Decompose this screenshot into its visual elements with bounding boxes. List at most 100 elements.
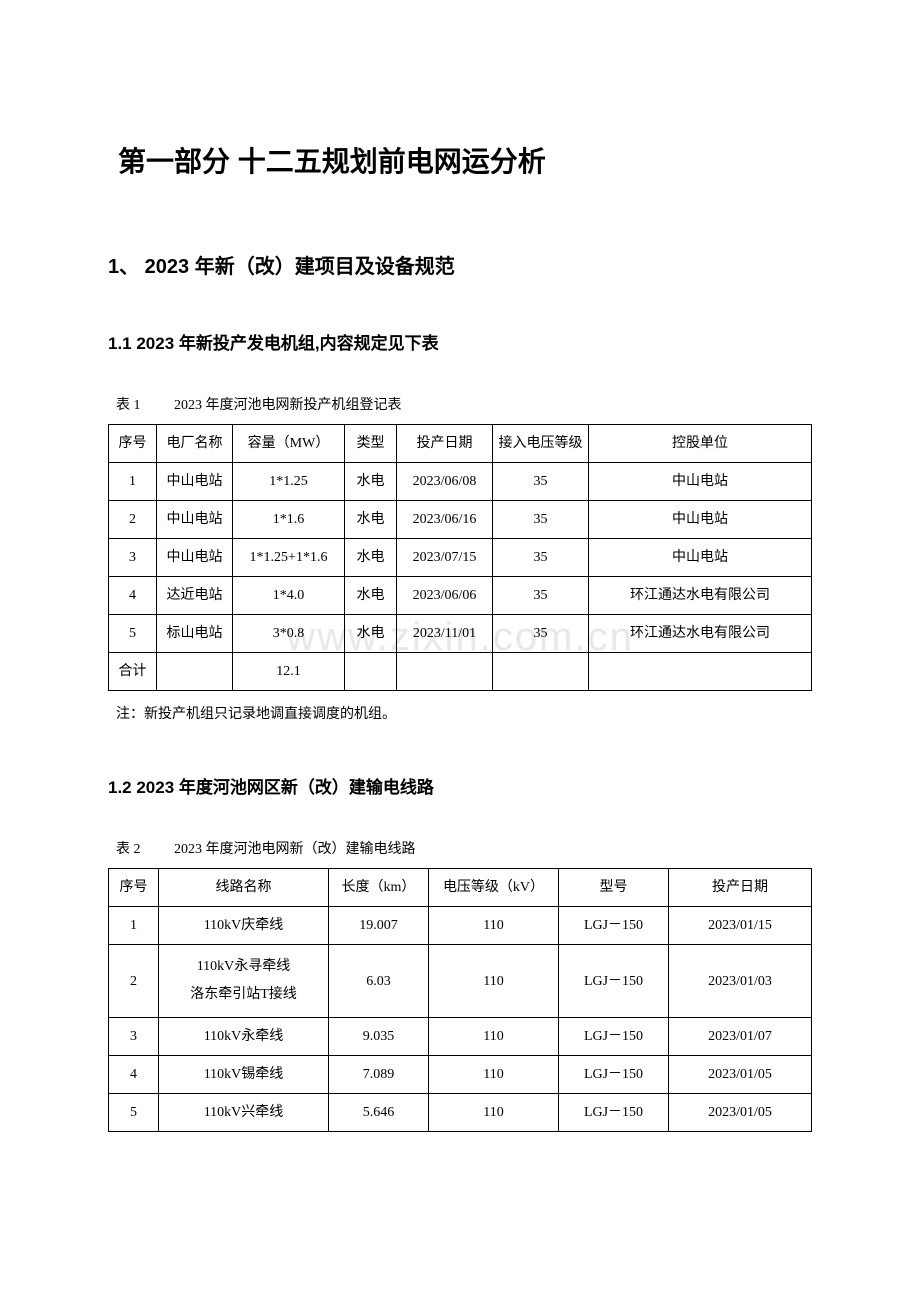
table2-caption-num: 表 2 — [116, 842, 141, 857]
table-cell: 中山电站 — [589, 501, 812, 539]
table-cell: 3 — [109, 539, 157, 577]
table-cell: 110 — [429, 1018, 559, 1056]
table-row: 1110kV庆牵线19.007110LGJ－1502023/01/15 — [109, 907, 812, 945]
table-cell: 1 — [109, 907, 159, 945]
table-cell: 1 — [109, 463, 157, 501]
table-row: 5110kV兴牵线5.646110LGJ－1502023/01/05 — [109, 1094, 812, 1132]
table-cell: 7.089 — [329, 1056, 429, 1094]
table1-caption: 表 1 2023 年度河池电网新投产机组登记表 — [108, 394, 812, 414]
table-header-cell: 控股单位 — [589, 425, 812, 463]
table-cell: 6.03 — [329, 945, 429, 1018]
table-cell: 水电 — [345, 577, 397, 615]
table-row: 2110kV永寻牵线洛东牵引站T接线6.03110LGJ－1502023/01/… — [109, 945, 812, 1018]
table-cell: 中山电站 — [589, 539, 812, 577]
table-header-cell: 容量（MW） — [233, 425, 345, 463]
table-cell: 合计 — [109, 653, 157, 691]
table-cell: 35 — [493, 463, 589, 501]
table-cell: 水电 — [345, 539, 397, 577]
table-cell: 2 — [109, 501, 157, 539]
table-cell: 110 — [429, 907, 559, 945]
table-row: 3中山电站1*1.25+1*1.6水电2023/07/1535中山电站 — [109, 539, 812, 577]
table-cell — [397, 653, 493, 691]
table-cell: 2023/07/15 — [397, 539, 493, 577]
table-cell: LGJ－150 — [559, 1094, 669, 1132]
table-cell: 4 — [109, 1056, 159, 1094]
table-cell: 5 — [109, 1094, 159, 1132]
table-cell: 标山电站 — [157, 615, 233, 653]
table-cell: 2 — [109, 945, 159, 1018]
table-header-cell: 序号 — [109, 425, 157, 463]
table-cell: 110 — [429, 1056, 559, 1094]
table-header-cell: 投产日期 — [669, 869, 812, 907]
table-cell: 35 — [493, 501, 589, 539]
table-cell: 4 — [109, 577, 157, 615]
table-cell: 35 — [493, 615, 589, 653]
table-cell: 110kV永牵线 — [159, 1018, 329, 1056]
table2-caption: 表 2 2023 年度河池电网新（改）建输电线路 — [108, 838, 812, 858]
table-cell: 110kV永寻牵线洛东牵引站T接线 — [159, 945, 329, 1018]
table1-caption-text: 2023 年度河池电网新投产机组登记表 — [174, 398, 402, 413]
subsection-heading-1: 1.1 2023 年新投产发电机组,内容规定见下表 — [108, 329, 812, 354]
table-header-cell: 类型 — [345, 425, 397, 463]
table-cell: 110kV庆牵线 — [159, 907, 329, 945]
table-cell: 中山电站 — [589, 463, 812, 501]
table-cell: 3 — [109, 1018, 159, 1056]
table-cell — [345, 653, 397, 691]
table-cell: 110kV兴牵线 — [159, 1094, 329, 1132]
table-cell: 12.1 — [233, 653, 345, 691]
table-cell: 9.035 — [329, 1018, 429, 1056]
table-cell: 2023/06/16 — [397, 501, 493, 539]
table1-caption-num: 表 1 — [116, 398, 141, 413]
table-cell: 3*0.8 — [233, 615, 345, 653]
table-cell: 5.646 — [329, 1094, 429, 1132]
table-cell: LGJ－150 — [559, 945, 669, 1018]
table-cell: LGJ－150 — [559, 1056, 669, 1094]
table-cell: 达近电站 — [157, 577, 233, 615]
table-cell: 2023/01/07 — [669, 1018, 812, 1056]
table-cell: 110 — [429, 945, 559, 1018]
table-cell: 1*4.0 — [233, 577, 345, 615]
table-cell: 2023/01/03 — [669, 945, 812, 1018]
table-cell: 水电 — [345, 501, 397, 539]
table-row: 合计 12.1 — [109, 653, 812, 691]
table-cell: 5 — [109, 615, 157, 653]
table-cell: 35 — [493, 539, 589, 577]
table-cell: LGJ－150 — [559, 1018, 669, 1056]
table-2: 序号 线路名称 长度（km） 电压等级（kV） 型号 投产日期 1110kV庆牵… — [108, 868, 812, 1132]
table-cell: 110kV锡牵线 — [159, 1056, 329, 1094]
table-cell — [157, 653, 233, 691]
table-cell — [589, 653, 812, 691]
table-cell: 环江通达水电有限公司 — [589, 577, 812, 615]
table-cell: 2023/01/05 — [669, 1094, 812, 1132]
table-cell: 水电 — [345, 463, 397, 501]
table-header-cell: 电压等级（kV） — [429, 869, 559, 907]
table-cell: 中山电站 — [157, 501, 233, 539]
table1-note: 注：新投产机组只记录地调直接调度的机组。 — [108, 703, 812, 723]
table-cell: 中山电站 — [157, 539, 233, 577]
table-header-cell: 序号 — [109, 869, 159, 907]
table-header-cell: 线路名称 — [159, 869, 329, 907]
table-cell: 2023/01/15 — [669, 907, 812, 945]
table-header-cell: 电厂名称 — [157, 425, 233, 463]
table-cell: 环江通达水电有限公司 — [589, 615, 812, 653]
section-heading: 1、 2023 年新（改）建项目及设备规范 — [108, 250, 812, 279]
table-cell — [493, 653, 589, 691]
table-cell: 2023/01/05 — [669, 1056, 812, 1094]
table-cell: 中山电站 — [157, 463, 233, 501]
table-header-cell: 接入电压等级 — [493, 425, 589, 463]
table-row: 4110kV锡牵线7.089110LGJ－1502023/01/05 — [109, 1056, 812, 1094]
table-cell: 1*1.6 — [233, 501, 345, 539]
table-header-cell: 长度（km） — [329, 869, 429, 907]
table-header-row: 序号 线路名称 长度（km） 电压等级（kV） 型号 投产日期 — [109, 869, 812, 907]
subsection-heading-2: 1.2 2023 年度河池网区新（改）建输电线路 — [108, 773, 812, 798]
table-row: 2中山电站1*1.6水电2023/06/1635中山电站 — [109, 501, 812, 539]
table-header-cell: 投产日期 — [397, 425, 493, 463]
table-header-cell: 型号 — [559, 869, 669, 907]
table-cell: 35 — [493, 577, 589, 615]
table-1: 序号 电厂名称 容量（MW） 类型 投产日期 接入电压等级 控股单位 1中山电站… — [108, 424, 812, 691]
table-header-row: 序号 电厂名称 容量（MW） 类型 投产日期 接入电压等级 控股单位 — [109, 425, 812, 463]
table-cell: 1*1.25 — [233, 463, 345, 501]
table-cell: 1*1.25+1*1.6 — [233, 539, 345, 577]
table-row: 5标山电站3*0.8水电2023/11/0135环江通达水电有限公司 — [109, 615, 812, 653]
table-cell: LGJ－150 — [559, 907, 669, 945]
